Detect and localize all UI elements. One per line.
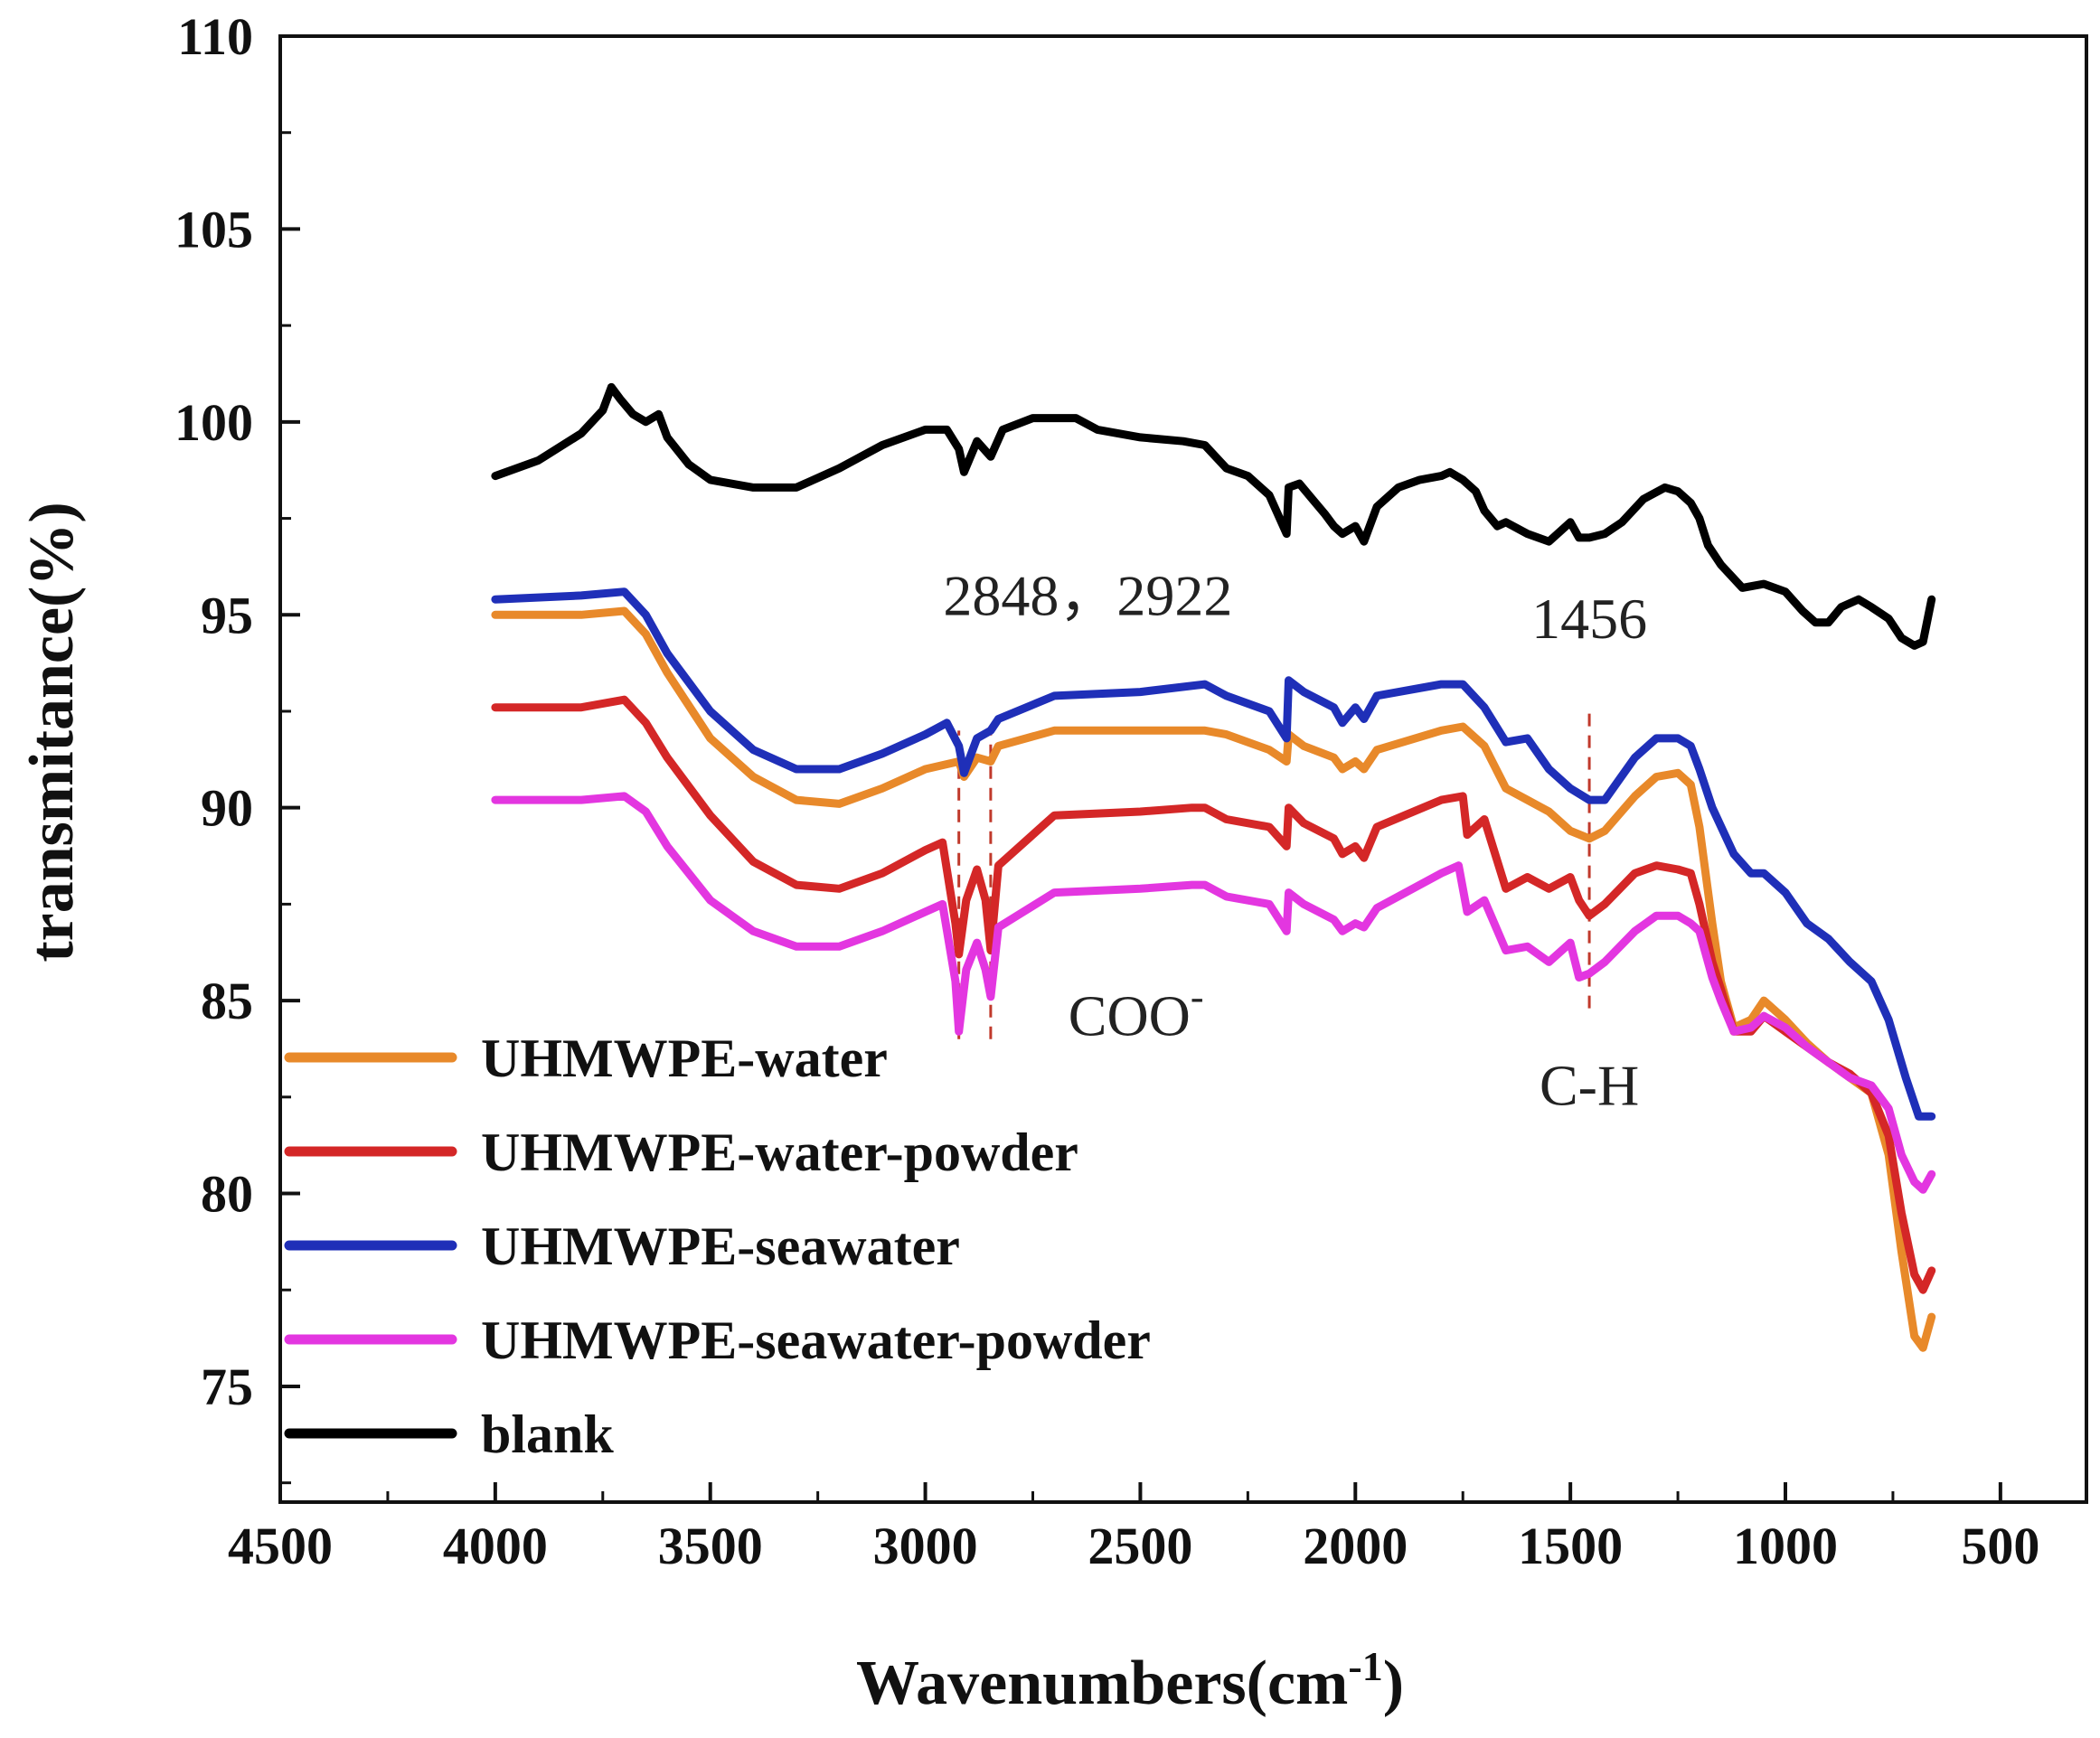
legend-label: blank [481,1404,614,1464]
x-tick-label: 2500 [1088,1517,1192,1575]
y-tick-label: 110 [177,7,253,66]
x-axis-title: Wavenumbers(cm-1) [856,1643,1404,1718]
peak-annotations: 2848，2922 1456 COO- C-H [943,563,1647,1117]
x-axis-title-sup: -1 [1348,1643,1382,1689]
annotation-label: COO- [1069,975,1204,1048]
x-tick-label: 1500 [1518,1517,1623,1575]
series-line-uhmwpe-seawater [491,587,1936,1121]
y-tick-label: 105 [174,200,253,258]
x-tick-label: 4500 [228,1517,333,1575]
legend: UHMWPE-water UHMWPE-water-powder UHMWPE-se… [284,1029,1151,1464]
legend-label: UHMWPE-seawater-powder [481,1311,1151,1370]
plot-frame [278,34,2088,1504]
x-tick-label: 500 [1961,1517,2039,1575]
axis-ticks: 4500 4000 3500 3000 2500 2000 1500 1000 500 75 80 8… [174,7,2039,1575]
annotation-label: 2848，2922 [943,563,1232,627]
x-tick-label: 1000 [1733,1517,1838,1575]
y-tick-label: 85 [201,972,253,1030]
x-tick-label: 3000 [873,1517,978,1575]
series-lines [491,382,1936,1352]
y-tick-label: 75 [201,1358,253,1416]
x-tick-label: 3500 [658,1517,763,1575]
y-tick-label: 95 [201,586,253,644]
y-tick-label: 90 [201,779,253,838]
x-tick-label: 4000 [443,1517,548,1575]
series-line-uhmwpe-water [491,606,1936,1352]
series-line-uhmwpe-seawater-powder [491,792,1936,1194]
annotation-label: C-H [1540,1053,1639,1117]
legend-label: UHMWPE-water [481,1029,888,1088]
x-tick-label: 2000 [1303,1517,1408,1575]
y-tick-label: 100 [174,393,253,452]
y-tick-label: 80 [201,1165,253,1224]
series-line-blank [491,382,1936,650]
annotation-label: 1456 [1531,587,1647,651]
legend-label: UHMWPE-water-powder [481,1123,1078,1182]
legend-label: UHMWPE-seawater [481,1217,960,1276]
y-axis-title: transmitance(%) [17,502,87,962]
